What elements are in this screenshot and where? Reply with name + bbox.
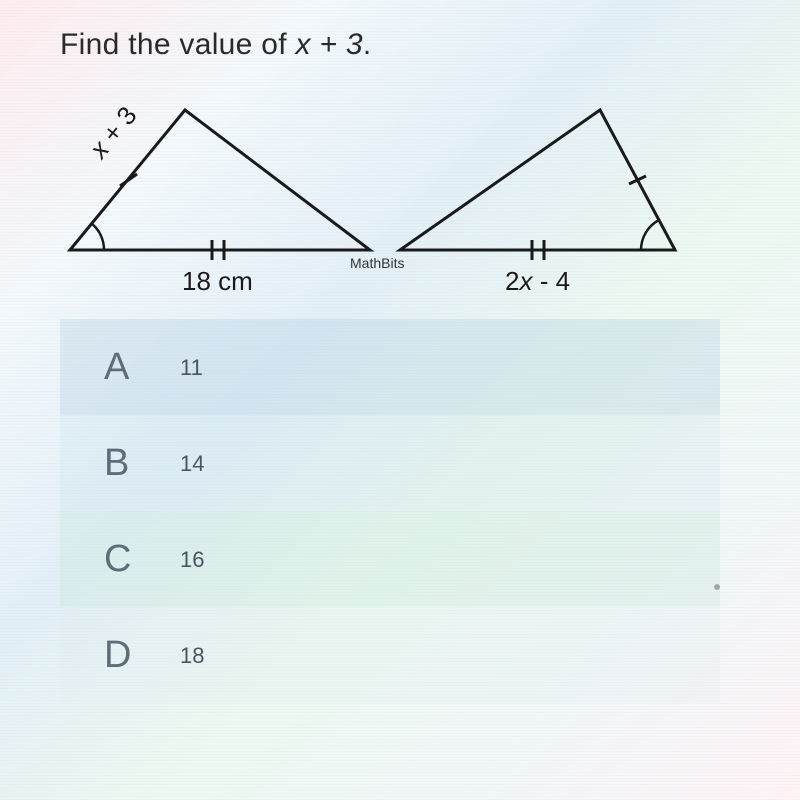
right-angle-arc [641, 220, 659, 250]
question-suffix: . [363, 28, 372, 61]
speck [714, 584, 720, 590]
option-b[interactable]: B 14 [60, 415, 720, 511]
option-c[interactable]: C 16 [60, 511, 720, 607]
page: Find the value of x + 3. x + 3 18 cm Mat… [0, 0, 800, 800]
option-value: 11 [180, 355, 203, 381]
option-value: 14 [180, 451, 204, 477]
watermark: MathBits [350, 255, 404, 271]
question-expr: x + 3 [296, 28, 363, 61]
option-letter: C [60, 538, 180, 581]
option-letter: B [60, 442, 180, 485]
question-text: Find the value of x + 3. [60, 28, 740, 62]
left-angle-arc [91, 223, 104, 250]
triangles-diagram: x + 3 18 cm MathBits 2x - 4 [50, 90, 690, 300]
right-base-label: 2x - 4 [505, 266, 570, 296]
left-base-label: 18 cm [182, 266, 253, 296]
option-letter: D [60, 634, 180, 677]
question-prefix: Find the value of [60, 28, 296, 61]
right-triangle [400, 110, 675, 250]
left-side-label: x + 3 [82, 101, 143, 166]
option-value: 16 [180, 547, 204, 573]
option-a[interactable]: A 11 [60, 319, 720, 415]
option-letter: A [60, 346, 180, 389]
option-d[interactable]: D 18 [60, 607, 720, 703]
left-side-tick [120, 174, 137, 186]
option-value: 18 [180, 643, 204, 669]
answer-options: A 11 B 14 C 16 D 18 [60, 319, 720, 703]
